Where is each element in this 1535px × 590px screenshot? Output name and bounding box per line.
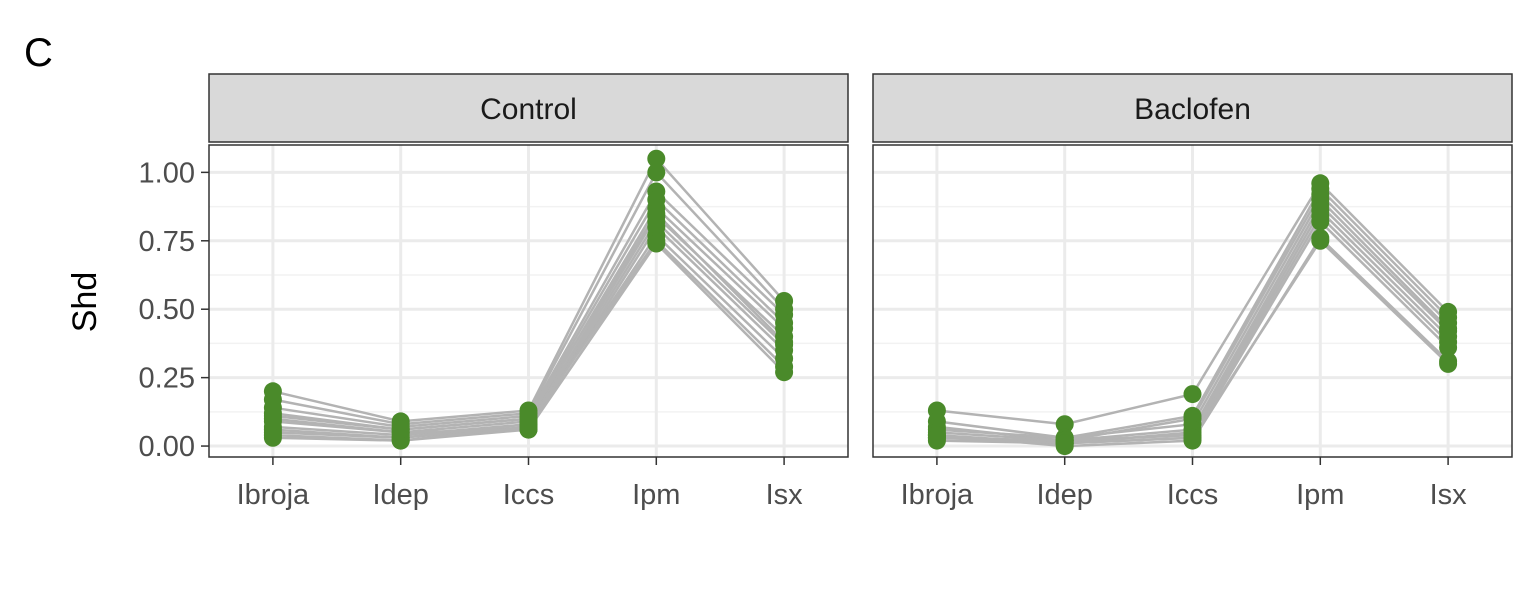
x-tick-label: Iccs [1167, 479, 1219, 511]
facet-baclofen: Baclofen Ibroja Idep Iccs Ipm Isx [872, 73, 1513, 511]
facets: Control Ibroja Idep Iccs Ipm Isx 0.00 0.25 0.50 0… [139, 73, 1513, 511]
data-point [1311, 231, 1330, 250]
y-tick-label: 1.00 [139, 157, 195, 189]
y-tick-label: 0.25 [139, 363, 195, 395]
data-point [775, 363, 794, 382]
x-tick-label: Ibroja [901, 479, 974, 511]
panel-label: C [24, 31, 53, 75]
data-point [1055, 415, 1074, 434]
facet-strip-label: Baclofen [1134, 93, 1251, 126]
y-tick-label: 0.75 [139, 226, 195, 258]
data-point [1311, 212, 1330, 231]
data-point [519, 409, 538, 428]
x-tick-label: Isx [766, 479, 804, 511]
x-tick-label: Ipm [632, 479, 680, 511]
data-point [1055, 434, 1074, 453]
data-point [647, 149, 666, 168]
y-axis-title: Shd [66, 272, 104, 333]
data-point [647, 234, 666, 253]
x-tick-label: Ibroja [237, 479, 310, 511]
x-tick-label: Ipm [1296, 479, 1344, 511]
facet-strip [872, 73, 1513, 143]
data-point [263, 406, 282, 425]
x-tick-label: Idep [372, 479, 428, 511]
data-point [647, 204, 666, 223]
x-tick-label: Iccs [503, 479, 555, 511]
facet-strip-label: Control [480, 93, 577, 126]
x-tick-label: Isx [1430, 479, 1468, 511]
facet-strip [208, 73, 849, 143]
y-tick-label: 0.50 [139, 294, 195, 326]
data-point [647, 163, 666, 182]
facet-control: Control Ibroja Idep Iccs Ipm Isx 0.00 0.25 0.50 0… [139, 73, 849, 511]
data-point [1439, 354, 1458, 373]
x-tick-label: Idep [1036, 479, 1092, 511]
data-point [775, 333, 794, 352]
data-point [1183, 385, 1202, 404]
data-point [391, 420, 410, 439]
data-point [1183, 428, 1202, 447]
y-tick-label: 0.00 [139, 431, 195, 463]
data-point [927, 428, 946, 447]
data-point [1439, 338, 1458, 357]
